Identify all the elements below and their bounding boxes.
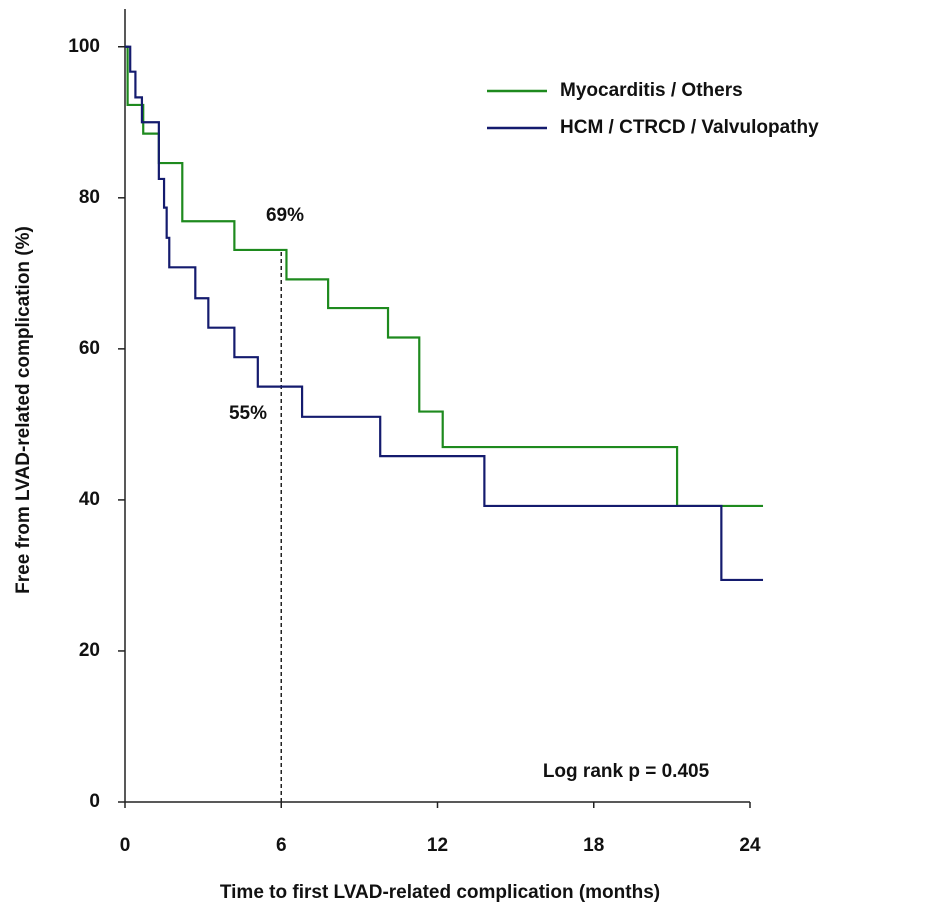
x-tick-label: 6 <box>276 835 287 856</box>
y-tick-label: 100 <box>68 36 100 57</box>
legend-label: Myocarditis / Others <box>560 80 743 101</box>
y-tick-label: 60 <box>79 338 100 359</box>
y-tick-label: 0 <box>89 791 100 812</box>
annotation: Log rank p = 0.405 <box>543 761 710 782</box>
y-axis-title: Free from LVAD-related complication (%) <box>13 226 34 594</box>
annotation: 55% <box>229 403 267 424</box>
x-tick-label: 0 <box>120 835 131 856</box>
x-axis-title: Time to first LVAD-related complication … <box>220 882 660 903</box>
y-tick-label: 80 <box>79 187 100 208</box>
x-tick-label: 12 <box>427 835 448 856</box>
survival-line <box>125 45 764 508</box>
survival-line <box>125 45 764 582</box>
y-tick-label: 40 <box>79 489 100 510</box>
y-tick-label: 20 <box>79 640 100 661</box>
annotation: 69% <box>266 205 304 226</box>
x-tick-label: 24 <box>739 835 761 856</box>
x-tick-label: 18 <box>583 835 604 856</box>
legend-label: HCM / CTRCD / Valvulopathy <box>560 117 819 138</box>
